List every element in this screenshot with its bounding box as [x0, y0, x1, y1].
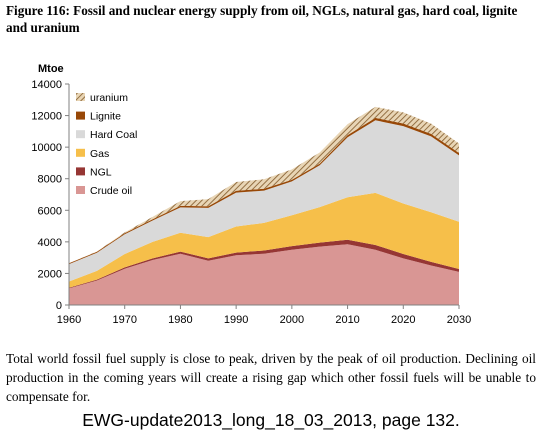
- y-tick-label: 0: [56, 300, 62, 312]
- legend-swatch-hard-coal: [76, 130, 85, 139]
- x-tick-label: 1970: [112, 314, 136, 326]
- caption-paragraph: Total world fossil fuel supply is close …: [6, 351, 536, 404]
- x-tick-label: 2030: [447, 314, 471, 326]
- legend-label-lignite: Lignite: [90, 111, 121, 123]
- axes-group: 0 2000 4000 6000 8000 10000 12000 14000 1960 1970…: [31, 63, 471, 326]
- y-tick-label: 10000: [31, 142, 62, 154]
- y-axis-unit-label: Mtoe: [38, 63, 64, 75]
- legend-swatch-crude-oil: [76, 186, 85, 194]
- area-crude-oil: [69, 244, 459, 305]
- legend-label-gas: Gas: [90, 148, 109, 160]
- x-tick-label: 1980: [168, 314, 192, 326]
- y-tick-label: 4000: [38, 237, 62, 249]
- x-tick-label: 1990: [224, 314, 248, 326]
- y-tick-label: 12000: [31, 111, 62, 123]
- legend-swatch-ngl: [76, 167, 85, 176]
- figure-title: Figure 116: Fossil and nuclear energy su…: [6, 3, 518, 35]
- x-tick-label: 2010: [335, 314, 359, 326]
- x-tick-label: 1960: [57, 314, 81, 326]
- y-tick-label: 14000: [31, 79, 62, 91]
- area-hard-coal: [69, 120, 459, 282]
- source-reference: EWG-update2013_long_18_03_2013, page 132…: [82, 410, 460, 430]
- area-series-group: [69, 106, 459, 305]
- x-tick-label: 2000: [280, 314, 304, 326]
- area-uranium: [69, 106, 459, 264]
- legend: uranium Lignite Hard Coal Gas NGL Crude oil: [76, 92, 137, 197]
- y-tick-label: 2000: [38, 268, 62, 280]
- legend-swatch-gas: [76, 148, 85, 157]
- legend-label-ngl: NGL: [90, 166, 112, 178]
- y-tick-label: 8000: [38, 174, 62, 186]
- y-tick-label: 6000: [38, 205, 62, 217]
- legend-swatch-lignite: [76, 111, 85, 120]
- legend-label-hard-coal: Hard Coal: [90, 129, 137, 141]
- legend-swatch-uranium: [76, 93, 85, 101]
- legend-label-crude-oil: Crude oil: [90, 185, 132, 197]
- area-gas: [69, 192, 459, 288]
- x-tick-label: 2020: [391, 314, 415, 326]
- legend-label-uranium: uranium: [90, 92, 128, 104]
